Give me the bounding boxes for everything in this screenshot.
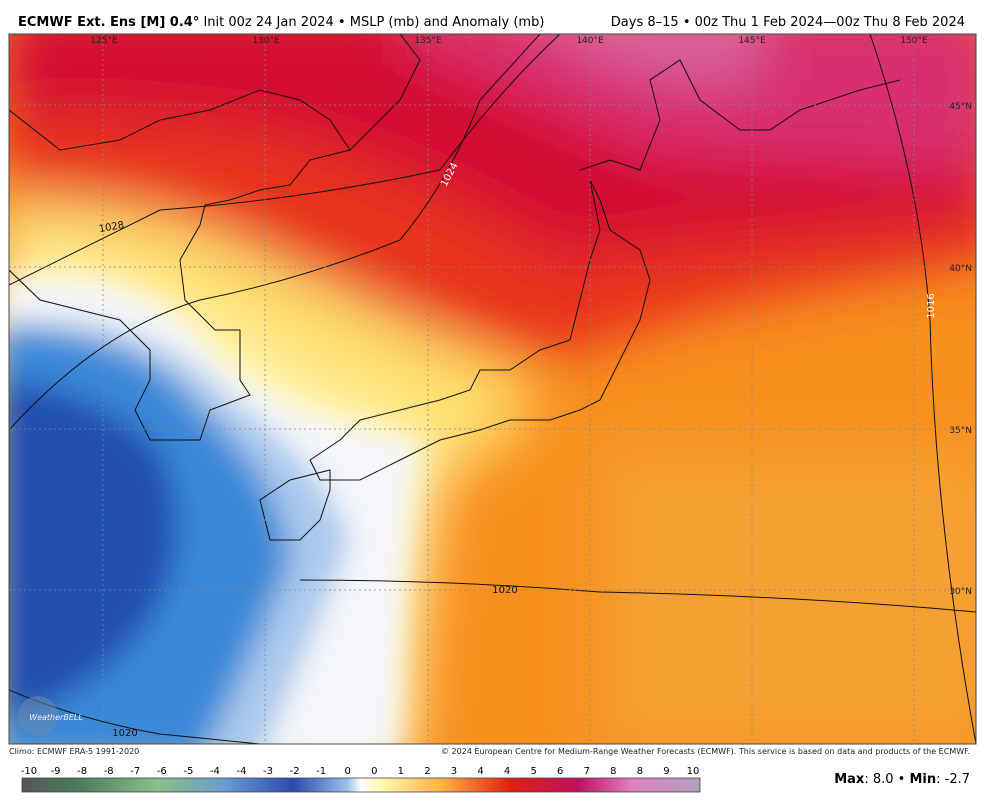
lon-label: 150°E — [900, 36, 928, 46]
colorbar-label: 4 — [477, 766, 483, 777]
max-value: : 8.0 • — [864, 772, 909, 787]
colorbar-label: 3 — [451, 766, 457, 777]
colorbar-label: -9 — [51, 766, 61, 777]
isobar-label: 1020 — [492, 585, 517, 596]
isobar-label: 1016 — [926, 293, 937, 318]
colorbar-label: -6 — [157, 766, 167, 777]
lon-label: 140°E — [576, 36, 604, 46]
logo-globe — [18, 696, 58, 736]
max-min: Max: 8.0 • Min: -2.7 — [834, 772, 970, 787]
lon-label: 135°E — [414, 36, 442, 46]
coastlines — [9, 34, 901, 541]
copyright: © 2024 European Centre for Medium-Range … — [441, 747, 970, 756]
lat-label: 35°N — [949, 426, 972, 436]
colorbar-label: 2 — [424, 766, 430, 777]
max-label: Max — [834, 772, 865, 787]
colorbar-labels: -10 -9 -8 -8 -7 -6 -5 -4 -4 -3 -2 -1 0 0 1 2 3 4 4 5 6 7 8 8 9 10 — [21, 766, 700, 777]
colorbar-label: -1 — [316, 766, 326, 777]
colorbar-label: -5 — [183, 766, 193, 777]
colorbar-label: 1 — [398, 766, 404, 777]
lon-label: 130°E — [252, 36, 280, 46]
colorbar-label: 9 — [663, 766, 669, 777]
colorbar-label: 0 — [345, 766, 351, 777]
colorbar-label: -7 — [130, 766, 140, 777]
colorbar-label: 4 — [504, 766, 510, 777]
colorbar-label: 7 — [584, 766, 590, 777]
min-value: : -2.7 — [936, 772, 970, 787]
title-rest: Init 00z 24 Jan 2024 • MSLP (mb) and Ano… — [203, 15, 544, 30]
title-bold: ECMWF Ext. Ens [M] 0.4° — [18, 15, 199, 30]
colorbar-label: -10 — [21, 766, 37, 777]
colorbar-label: 8 — [610, 766, 616, 777]
min-label: Min — [909, 772, 936, 787]
isobar-label: 1028 — [98, 220, 125, 235]
colorbar-label: 10 — [687, 766, 700, 777]
map-frame — [8, 33, 977, 745]
isobars — [9, 34, 976, 744]
lat-label: 30°N — [949, 587, 972, 597]
colorbar-label: 8 — [637, 766, 643, 777]
colorbar-label: -8 — [77, 766, 87, 777]
lon-label: 145°E — [738, 36, 766, 46]
climo-note: Climo: ECMWF ERA-5 1991-2020 — [9, 747, 139, 756]
colorbar-label: -3 — [263, 766, 273, 777]
logo: WeatherBELL — [29, 713, 83, 722]
colorbar — [21, 777, 701, 793]
title: ECMWF Ext. Ens [M] 0.4° Init 00z 24 Jan … — [18, 15, 544, 30]
colorbar-label: -2 — [290, 766, 300, 777]
lat-label: 45°N — [949, 102, 972, 112]
colorbar-label: 0 — [371, 766, 377, 777]
colorbar-label: 5 — [530, 766, 536, 777]
graticule — [9, 34, 976, 744]
map: 125°E 130°E 135°E 140°E 145°E 150°E 45°N… — [9, 34, 976, 744]
colorbar-label: -4 — [236, 766, 246, 777]
colorbar-label: 6 — [557, 766, 563, 777]
lat-label: 40°N — [949, 264, 972, 274]
colorbar-label: -4 — [210, 766, 220, 777]
isobar-label: 1020 — [112, 728, 137, 739]
lon-label: 125°E — [90, 36, 118, 46]
colorbar-label: -8 — [104, 766, 114, 777]
valid-period: Days 8–15 • 00z Thu 1 Feb 2024—00z Thu 8… — [611, 15, 965, 30]
